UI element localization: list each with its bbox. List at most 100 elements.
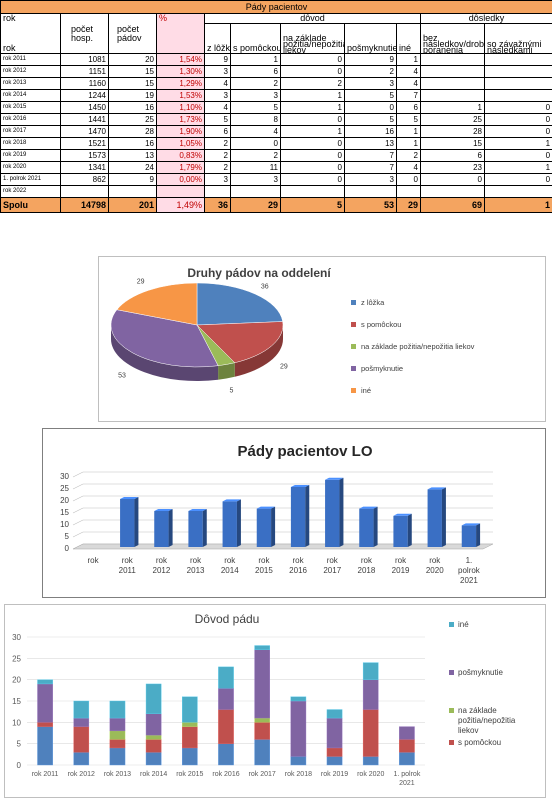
- cell-pady: 16: [109, 102, 157, 114]
- cell-pct: 1,30%: [157, 66, 205, 78]
- cell-pady: 24: [109, 162, 157, 174]
- stacked-seg-1-8: [327, 748, 342, 757]
- cell-hosp: 1244: [61, 90, 109, 102]
- cell-rok: 1. polrok 2021: [1, 174, 61, 186]
- cell-pct: 1,53%: [157, 90, 205, 102]
- cell-zav: 0: [485, 102, 552, 114]
- cell-posmyk: [345, 186, 397, 198]
- bar-xtick-0: rok: [88, 556, 100, 565]
- pie-legend-swatch-0: [351, 300, 356, 305]
- cell-pomocka: 2: [231, 78, 281, 90]
- pie-legend-label-3: pošmyknutie: [361, 364, 403, 373]
- cell-bez: [421, 90, 485, 102]
- cell-hosp: 1450: [61, 102, 109, 114]
- stacked-seg-1-3: [146, 739, 161, 752]
- stacked-seg-4-0: [37, 680, 52, 684]
- cell-zav: [485, 66, 552, 78]
- cell-lozko: 6: [205, 126, 231, 138]
- bar-side-11: [476, 523, 480, 547]
- cell-bez: [421, 66, 485, 78]
- cell-lieky: 0: [281, 174, 345, 186]
- cell-rok: rok 2020: [1, 162, 61, 174]
- bar-3: [188, 511, 202, 547]
- cell-zav: [485, 186, 552, 198]
- cell-pady: 19: [109, 90, 157, 102]
- header-rok-top: rok: [1, 14, 61, 24]
- header-z-lozka: z lôžka: [205, 24, 231, 54]
- cell-pomocka: 11: [231, 162, 281, 174]
- cell-bez: 6: [421, 150, 485, 162]
- cell-pady: 15: [109, 78, 157, 90]
- cell-ine: 0: [397, 174, 421, 186]
- cell-lozko: 3: [205, 90, 231, 102]
- stacked-ytick: 30: [12, 633, 21, 642]
- cell-pady: 16: [109, 138, 157, 150]
- stacked-seg-0-6: [255, 739, 270, 765]
- pie-legend-swatch-2: [351, 344, 356, 349]
- stacked-ytick: 5: [17, 740, 22, 749]
- cell-pady: 20: [109, 54, 157, 66]
- stacked-legend-swatch-2: [449, 708, 454, 713]
- stacked-seg-1-4: [182, 727, 197, 748]
- cell-pct: 1,05%: [157, 138, 205, 150]
- pie-legend-swatch-1: [351, 322, 356, 327]
- bar-1: [120, 499, 134, 547]
- bar-11: [462, 525, 476, 547]
- stacked-legend-label-1: pošmyknutie: [458, 668, 503, 677]
- cell-posmyk: 13: [345, 138, 397, 150]
- cell-lozko: 4: [205, 102, 231, 114]
- cell-posmyk: 2: [345, 66, 397, 78]
- stacked-seg-4-1: [74, 701, 89, 718]
- cell-lieky: 1: [281, 102, 345, 114]
- stacked-seg-4-8: [327, 710, 342, 719]
- header-bez-dosledkov: bez následkov/drobné poranenia: [421, 24, 485, 54]
- stacked-legend-swatch-3: [449, 740, 454, 745]
- stacked-seg-4-5: [218, 667, 233, 688]
- cell-ine: 7: [397, 90, 421, 102]
- header-dovod: dôvod: [205, 14, 421, 24]
- cell-posmyk: 3: [345, 174, 397, 186]
- stacked-seg-4-6: [255, 646, 270, 650]
- cell-zav: [485, 90, 552, 102]
- cell-ine: 4: [397, 66, 421, 78]
- cell-bez: 25: [421, 114, 485, 126]
- cell-zav: 1: [485, 138, 552, 150]
- table-title: Pády pacientov: [1, 1, 552, 14]
- header-posmyknutie: pošmyknutie: [345, 24, 397, 54]
- bar-ytick: 10: [60, 520, 69, 529]
- stacked-ytick: 0: [17, 761, 22, 770]
- cell-posmyk: 0: [345, 102, 397, 114]
- cell-bez: [421, 186, 485, 198]
- stacked-ytick: 10: [12, 718, 21, 727]
- header-percent: %: [157, 14, 205, 54]
- cell-pomocka: 2: [231, 150, 281, 162]
- cell-ine: 1: [397, 54, 421, 66]
- total-posmyk: 53: [345, 198, 397, 213]
- bar-side-10: [442, 487, 446, 547]
- cell-lozko: 4: [205, 78, 231, 90]
- cell-pady: 25: [109, 114, 157, 126]
- cell-lozko: 5: [205, 114, 231, 126]
- bar-5: [257, 509, 271, 547]
- cell-posmyk: 3: [345, 78, 397, 90]
- stacked-legend-label-3: s pomôckou: [458, 738, 501, 747]
- header-na-zaklade-liekov: na základe požitia/nepožitia liekov: [281, 24, 345, 54]
- stacked-seg-2-6: [255, 718, 270, 722]
- stacked-seg-0-4: [182, 748, 197, 765]
- stacked-xtick-5: rok 2016: [212, 771, 239, 778]
- header-pocet-padov: počet pádov: [109, 14, 157, 54]
- cell-bez: 15: [421, 138, 485, 150]
- cell-hosp: 1521: [61, 138, 109, 150]
- total-bez: 69: [421, 198, 485, 213]
